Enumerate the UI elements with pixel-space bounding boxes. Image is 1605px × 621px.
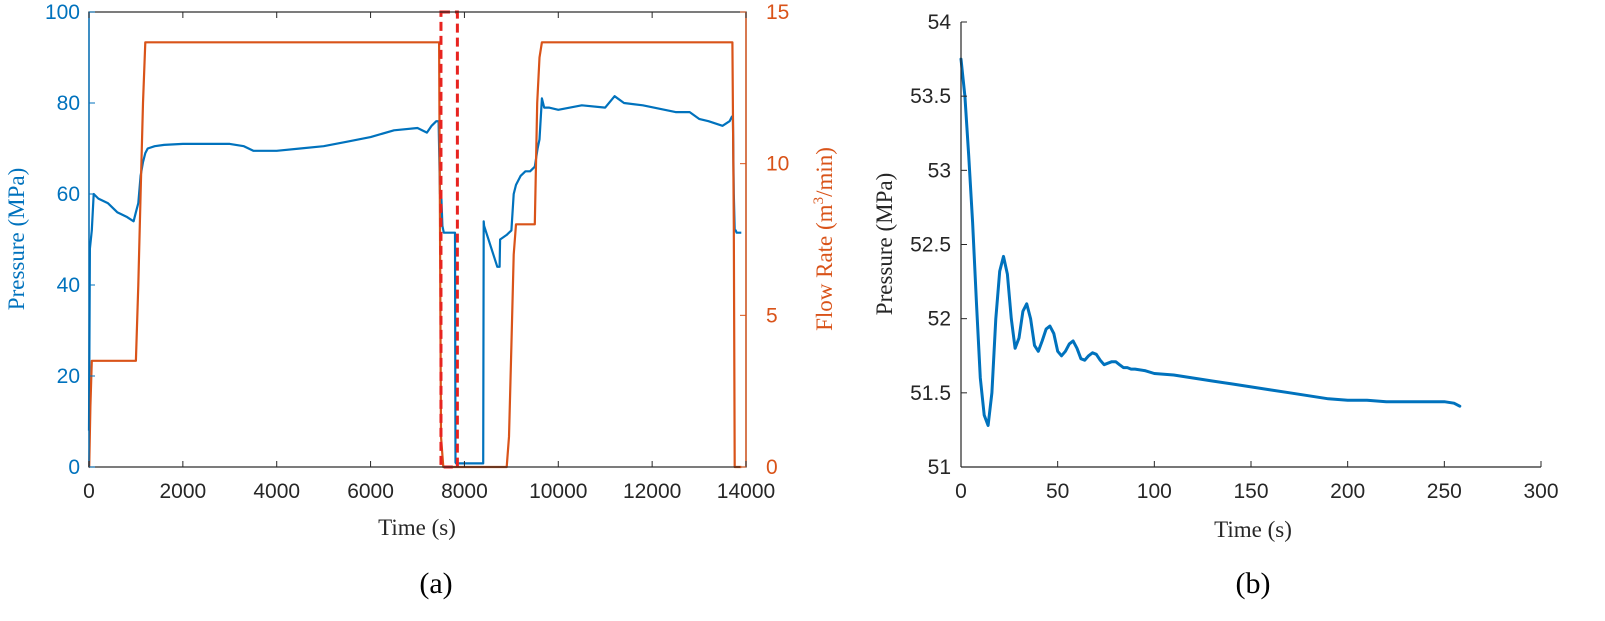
x-tick-label: 14000 — [717, 480, 775, 503]
x-tick-label: 0 — [955, 480, 967, 503]
chart-a: 0 2000 4000 6000 8000 10000 12000 1400002040608… — [4, 1, 837, 600]
x-tick-label: 2000 — [159, 480, 206, 503]
chart-b-ticks: 0 50 100 150 200 250 300 51 51.5 52 52.5 53 53.5 54 — [910, 11, 1558, 503]
x-tick-label: 250 — [1427, 480, 1462, 503]
chart-b-caption: (b) — [1236, 567, 1271, 600]
y-right-tick-label: 10 — [766, 153, 789, 176]
chart-b: 0 50 100 150 200 250 300 51 51.5 52 52.5 53 53.5 54 T… — [872, 11, 1559, 600]
x-tick-label: 10000 — [529, 480, 587, 503]
y-left-tick-label: 60 — [57, 183, 80, 206]
y-left-tick-label: 100 — [45, 1, 80, 24]
y-tick-label: 53 — [928, 159, 951, 182]
chart-a-caption: (a) — [419, 567, 452, 600]
chart-a-right-axis-label: Flow Rate (m3/min) — [811, 147, 837, 331]
chart-a-right-axis-label-superscript: 3 — [811, 197, 827, 205]
x-tick-label: 150 — [1233, 480, 1268, 503]
chart-a-left-axis-label: Pressure (MPa) — [4, 168, 29, 310]
y-right-tick-label: 15 — [766, 1, 789, 24]
y-tick-label: 52 — [928, 308, 951, 331]
x-tick-label: 50 — [1046, 480, 1069, 503]
chart-b-plot-area — [961, 22, 1541, 467]
y-tick-label: 53.5 — [910, 85, 951, 108]
x-tick-label: 300 — [1523, 480, 1558, 503]
y-right-tick-label: 0 — [766, 456, 778, 479]
x-tick-label: 100 — [1137, 480, 1172, 503]
chart-a-plot-area — [89, 12, 746, 467]
y-left-tick-label: 0 — [68, 456, 80, 479]
y-tick-label: 54 — [928, 11, 952, 34]
chart-b-data-marks — [959, 57, 1462, 427]
y-left-tick-label: 40 — [57, 274, 80, 297]
y-tick-label: 51 — [928, 456, 951, 479]
series-line-flow-rate — [88, 41, 742, 469]
x-tick-label: 12000 — [623, 480, 681, 503]
y-left-tick-label: 80 — [57, 92, 80, 115]
chart-a-right-axis-label-suffix: /min) — [812, 147, 837, 197]
chart-a-ticks: 0 2000 4000 6000 8000 10000 12000 1400002040608… — [45, 1, 789, 503]
x-tick-label: 4000 — [253, 480, 300, 503]
chart-b-x-axis-label: Time (s) — [1214, 517, 1292, 542]
series-line-pressure — [959, 57, 1462, 427]
chart-a-right-axis-label-prefix: Flow Rate (m — [812, 204, 837, 331]
y-tick-label: 52.5 — [910, 234, 951, 257]
x-tick-label: 0 — [83, 480, 95, 503]
x-tick-label: 200 — [1330, 480, 1365, 503]
y-tick-label: 51.5 — [910, 382, 951, 405]
chart-a-x-axis-label: Time (s) — [378, 515, 456, 540]
x-tick-label: 8000 — [441, 480, 488, 503]
y-right-tick-label: 5 — [766, 304, 778, 327]
chart-b-y-axis-label: Pressure (MPa) — [872, 173, 897, 315]
y-left-tick-label: 20 — [57, 365, 80, 388]
x-tick-label: 6000 — [347, 480, 394, 503]
